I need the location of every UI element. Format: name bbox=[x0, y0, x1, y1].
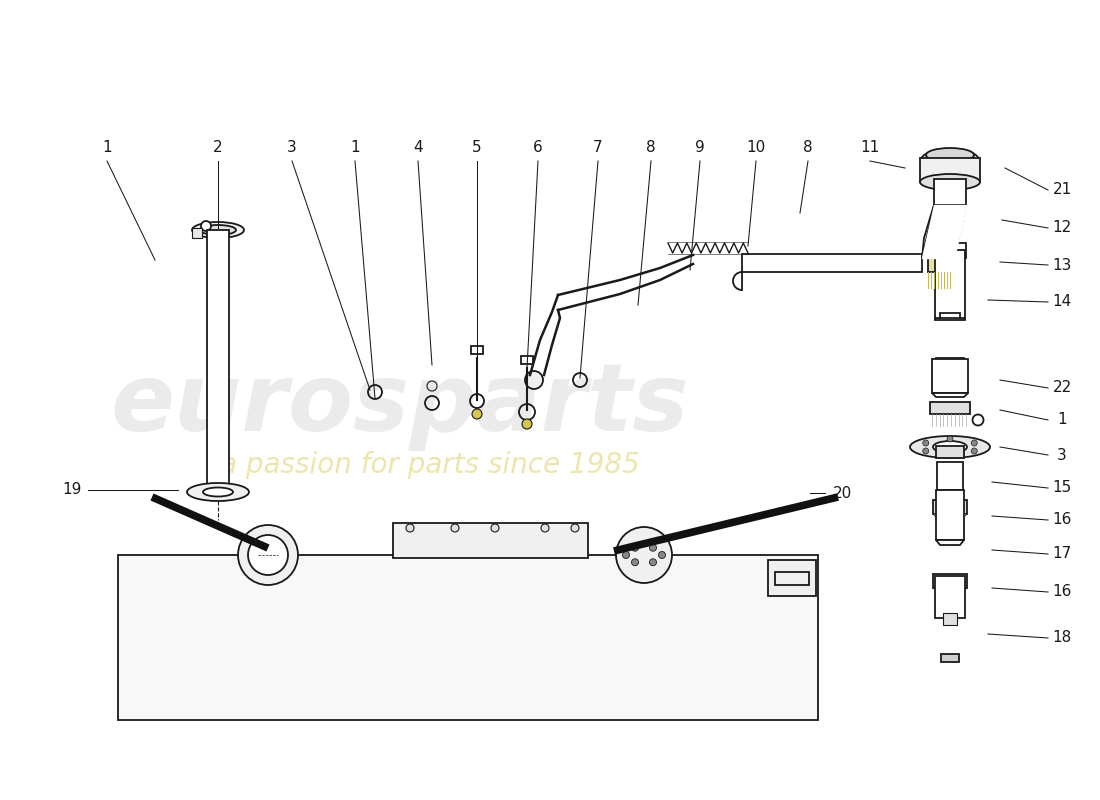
Circle shape bbox=[971, 448, 977, 454]
Bar bbox=[776, 572, 808, 585]
Text: 18: 18 bbox=[1053, 630, 1071, 646]
Text: 10: 10 bbox=[747, 141, 766, 155]
Bar bbox=[936, 446, 964, 458]
Polygon shape bbox=[933, 514, 967, 518]
Text: 5: 5 bbox=[472, 141, 482, 155]
Bar bbox=[920, 158, 980, 182]
Circle shape bbox=[522, 419, 532, 429]
Circle shape bbox=[631, 558, 638, 566]
Bar bbox=[943, 613, 957, 625]
Text: 20: 20 bbox=[834, 486, 852, 501]
Ellipse shape bbox=[933, 441, 967, 453]
Ellipse shape bbox=[192, 222, 244, 238]
Circle shape bbox=[649, 558, 657, 566]
Bar bbox=[940, 313, 960, 318]
Bar bbox=[933, 500, 967, 514]
Circle shape bbox=[631, 544, 638, 551]
Text: 16: 16 bbox=[1053, 513, 1071, 527]
Text: 7: 7 bbox=[593, 141, 603, 155]
Circle shape bbox=[248, 535, 288, 575]
Bar bbox=[471, 346, 483, 354]
Ellipse shape bbox=[926, 148, 974, 162]
Bar bbox=[934, 243, 966, 258]
Circle shape bbox=[659, 551, 666, 558]
Text: 1: 1 bbox=[1057, 413, 1067, 427]
Bar bbox=[932, 359, 968, 393]
Text: 6: 6 bbox=[534, 141, 543, 155]
Circle shape bbox=[616, 527, 672, 583]
Ellipse shape bbox=[187, 483, 249, 501]
Text: 22: 22 bbox=[1053, 381, 1071, 395]
Circle shape bbox=[649, 544, 657, 551]
Text: 3: 3 bbox=[1057, 447, 1067, 462]
Bar bbox=[207, 230, 229, 488]
Circle shape bbox=[923, 440, 928, 446]
Text: 17: 17 bbox=[1053, 546, 1071, 562]
Circle shape bbox=[472, 409, 482, 419]
Text: 8: 8 bbox=[646, 141, 656, 155]
Text: 11: 11 bbox=[860, 141, 880, 155]
Text: 21: 21 bbox=[1053, 182, 1071, 198]
Ellipse shape bbox=[204, 487, 233, 497]
Bar bbox=[935, 250, 965, 320]
Bar bbox=[192, 228, 202, 238]
Bar bbox=[521, 356, 534, 364]
Text: 1: 1 bbox=[350, 141, 360, 155]
Polygon shape bbox=[933, 588, 967, 592]
Bar bbox=[928, 256, 956, 272]
Bar bbox=[768, 560, 816, 596]
Text: 14: 14 bbox=[1053, 294, 1071, 310]
Ellipse shape bbox=[200, 225, 236, 235]
Circle shape bbox=[971, 440, 977, 446]
Bar bbox=[940, 654, 959, 662]
Bar bbox=[936, 490, 964, 540]
Ellipse shape bbox=[921, 149, 979, 171]
Circle shape bbox=[923, 448, 928, 454]
Bar bbox=[933, 574, 967, 588]
Polygon shape bbox=[118, 555, 818, 720]
Text: 13: 13 bbox=[1053, 258, 1071, 273]
Bar bbox=[934, 179, 966, 205]
Circle shape bbox=[525, 371, 543, 389]
Ellipse shape bbox=[910, 436, 990, 458]
Polygon shape bbox=[922, 205, 966, 258]
Circle shape bbox=[238, 525, 298, 585]
Bar bbox=[935, 576, 965, 618]
Text: 9: 9 bbox=[695, 141, 705, 155]
Polygon shape bbox=[932, 393, 968, 397]
Circle shape bbox=[571, 524, 579, 532]
Text: 16: 16 bbox=[1053, 585, 1071, 599]
Text: 4: 4 bbox=[414, 141, 422, 155]
Text: 19: 19 bbox=[63, 482, 81, 498]
Circle shape bbox=[201, 221, 211, 231]
Circle shape bbox=[972, 414, 983, 426]
Text: 3: 3 bbox=[287, 141, 297, 155]
Circle shape bbox=[451, 524, 459, 532]
Ellipse shape bbox=[920, 174, 980, 190]
Circle shape bbox=[947, 436, 953, 442]
Bar bbox=[937, 462, 962, 490]
Text: 8: 8 bbox=[803, 141, 813, 155]
Text: eurosparts: eurosparts bbox=[111, 359, 690, 451]
Text: 12: 12 bbox=[1053, 221, 1071, 235]
Circle shape bbox=[947, 452, 953, 458]
Text: 15: 15 bbox=[1053, 481, 1071, 495]
Polygon shape bbox=[936, 358, 964, 364]
Text: 2: 2 bbox=[213, 141, 223, 155]
Bar bbox=[393, 523, 588, 558]
Circle shape bbox=[406, 524, 414, 532]
Circle shape bbox=[491, 524, 499, 532]
Bar bbox=[930, 402, 970, 414]
Bar bbox=[742, 254, 922, 272]
Text: a passion for parts since 1985: a passion for parts since 1985 bbox=[220, 451, 640, 479]
Polygon shape bbox=[936, 540, 964, 545]
Circle shape bbox=[623, 551, 629, 558]
Circle shape bbox=[541, 524, 549, 532]
Text: 1: 1 bbox=[102, 141, 112, 155]
